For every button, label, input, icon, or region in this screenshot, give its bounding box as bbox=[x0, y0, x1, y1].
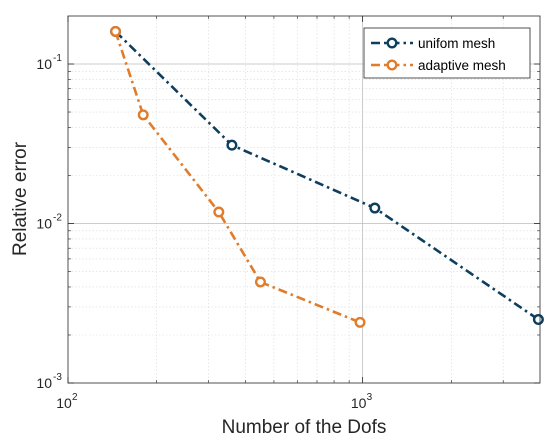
y-tick-label-exponent: -1 bbox=[53, 53, 62, 64]
series-2 bbox=[110, 25, 366, 328]
x-tick-labels: 10 2 10 3 bbox=[56, 392, 372, 411]
plot-frame bbox=[67, 15, 541, 384]
x-tick-label-exponent: 2 bbox=[72, 392, 78, 403]
data-point bbox=[137, 109, 149, 121]
data-point bbox=[110, 25, 122, 37]
y-tick-label-exponent: -2 bbox=[53, 213, 62, 224]
y-tick-label: 10 -3 bbox=[36, 372, 62, 391]
x-tick-label-base: 10 bbox=[56, 395, 72, 411]
series-layer bbox=[110, 25, 544, 328]
y-tick-label-exponent: -3 bbox=[53, 372, 62, 383]
data-point bbox=[213, 206, 225, 218]
legend-entries: unifom mesh adaptive mesh bbox=[371, 36, 506, 73]
legend-label: adaptive mesh bbox=[418, 58, 506, 73]
y-tick-label-base: 10 bbox=[36, 56, 52, 72]
x-axis-title: Number of the Dofs bbox=[222, 417, 387, 438]
data-point bbox=[354, 316, 366, 328]
x-tick-label: 10 2 bbox=[56, 392, 78, 411]
legend-entry: adaptive mesh bbox=[371, 58, 506, 73]
data-point bbox=[369, 202, 381, 214]
y-tick-labels: 10-310-210-1 bbox=[36, 53, 62, 391]
series-line bbox=[114, 30, 540, 321]
series-line bbox=[114, 31, 361, 324]
legend-marker bbox=[386, 37, 398, 49]
legend-label: unifom mesh bbox=[418, 36, 495, 51]
y-axis-title: Relative error bbox=[10, 141, 31, 256]
minor-grid bbox=[68, 16, 540, 383]
y-tick-label-base: 10 bbox=[36, 375, 52, 391]
x-tick-label-base: 10 bbox=[351, 395, 367, 411]
legend-marker bbox=[386, 59, 398, 71]
data-point bbox=[254, 276, 266, 288]
legend: unifom mesh adaptive mesh bbox=[363, 27, 531, 79]
x-tick-label: 10 3 bbox=[351, 392, 373, 411]
y-tick-label: 10 -1 bbox=[36, 53, 62, 72]
data-point bbox=[532, 314, 544, 326]
y-tick-label-base: 10 bbox=[36, 216, 52, 232]
tick-marks bbox=[67, 16, 540, 384]
x-tick-label-exponent: 3 bbox=[367, 392, 373, 403]
y-tick-label: 10 -2 bbox=[36, 213, 62, 232]
data-point bbox=[226, 139, 238, 151]
legend-entry: unifom mesh bbox=[371, 36, 495, 51]
